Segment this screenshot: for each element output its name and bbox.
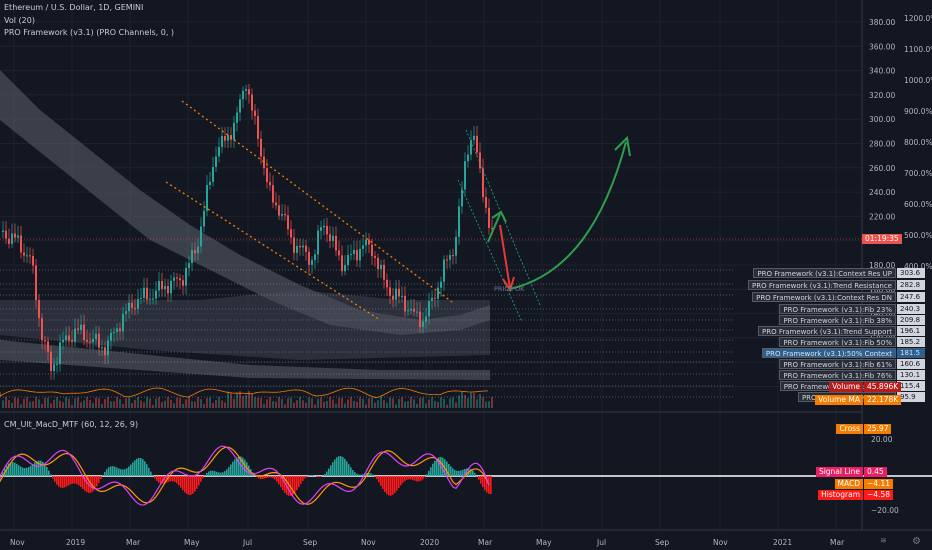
pro-tag-value: 185.2 — [897, 337, 925, 347]
time-tick-label: Jul — [243, 538, 253, 547]
pro-tag-label: PRO Framework (v3.1):Fib 61% — [779, 359, 896, 369]
price-tick-label: 360.00 — [869, 42, 895, 51]
price-tick-label: 140.00 — [869, 310, 895, 319]
time-tick-label: May — [536, 538, 552, 547]
pro-tag-value: 115.4 — [897, 381, 925, 391]
price-tick-label: 180.00 — [869, 261, 895, 270]
price-tick-label: 340.00 — [869, 67, 895, 76]
percent-tick-label: 400.0% — [904, 262, 932, 271]
green-arrow-large — [509, 141, 627, 290]
time-tick-label: Sep — [655, 538, 670, 547]
pro-tag-label: PRO Framework (v3.1):Context Res UP — [753, 268, 896, 278]
time-tick-label: 2021 — [773, 538, 793, 547]
symbol-title[interactable]: Ethereum / U.S. Dollar, 1D, GEMINI — [4, 3, 144, 12]
time-tick-label: Nov — [361, 538, 376, 547]
red-arrow — [499, 224, 511, 289]
percent-tick-label: 1100.0% — [904, 45, 932, 54]
macd-tag-label: Signal Line — [815, 467, 863, 477]
percent-tick-label: 500.0% — [904, 231, 932, 240]
time-tick-label: Mar — [830, 538, 845, 547]
pro-tag-value: 130.1 — [897, 370, 925, 380]
macd-tag-label: Cross — [836, 424, 863, 434]
volume-tag-value: 22.178K — [864, 395, 902, 405]
pro-tag-value: 95.9 — [897, 392, 925, 402]
price-tick-label: 260.00 — [869, 164, 895, 173]
percent-tick-label: 1000.0% — [904, 76, 932, 85]
price-tick-label: 240.00 — [869, 188, 895, 197]
pro-tag-value: 181.5 — [897, 348, 925, 358]
price-note: PRICE OK — [494, 285, 525, 293]
time-tick-label: Sep — [303, 538, 318, 547]
green-arrow-large-head — [614, 135, 631, 157]
volume-tag-value: 45.896K — [864, 382, 902, 392]
macd-legend[interactable]: CM_Ult_MacD_MTF (60, 12, 26, 9) — [4, 420, 139, 429]
percent-tick-label: 900.0% — [904, 107, 932, 116]
pro-tag-label: PRO Framework (v3.1):Fib 23% — [779, 304, 896, 314]
gear-icon[interactable]: ⚙ — [912, 536, 921, 547]
pro-framework-legend[interactable]: PRO Framework (v3.1) (PRO Channels, 0, ) — [4, 28, 175, 37]
percent-tick-label: 800.0% — [904, 138, 932, 147]
time-tick-label: Mar — [478, 538, 493, 547]
pro-tag-value: 282.8 — [897, 280, 925, 290]
tradingview-logo-icon: ≋ — [880, 536, 887, 545]
pro-tag-label: PRO Framework (v3.1):Fib 38% — [779, 315, 896, 325]
chart-grid — [0, 0, 862, 530]
percent-axis[interactable]: 1200.0% 1100.0% 1000.0% 900.0% 800.0% 700.0% 6… — [904, 14, 932, 271]
red-arrow-head — [502, 276, 515, 293]
price-tick-label: 300.00 — [869, 115, 895, 124]
macd-tick-label: 20.00 — [871, 435, 893, 444]
pro-tag-label: PRO Framework (v3.1):Fib 76% — [779, 370, 896, 380]
macd-tag-label: MACD — [834, 479, 863, 489]
price-tick-label: 320.00 — [869, 91, 895, 100]
pro-tag-value: 240.3 — [897, 304, 925, 314]
time-tick-label: Jul — [597, 538, 607, 547]
time-tick-label: Nov — [713, 538, 728, 547]
macd-tag-value: −4.11 — [864, 479, 893, 489]
pro-tag-value: 160.6 — [897, 359, 925, 369]
pro-tag-label: PRO Framework (v3.1):Trend Support — [758, 326, 896, 336]
volume-tag-label: Volume MA — [815, 395, 863, 405]
pro-channel-bands — [0, 70, 490, 380]
time-tick-label: 2019 — [66, 538, 86, 547]
time-tick-label: May — [184, 538, 200, 547]
pro-tag-label: PRO Framework (v3.1):Fib 50% — [779, 337, 896, 347]
price-tick-label: 220.00 — [869, 212, 895, 221]
fib-lines — [0, 269, 735, 398]
time-tick-label: Nov — [10, 538, 25, 547]
macd-tag-label: Histogram — [818, 490, 863, 500]
volume-tag-label: Volume — [829, 382, 863, 392]
pro-tag-value: 247.6 — [897, 292, 925, 302]
percent-tick-label: 700.0% — [904, 169, 932, 178]
pro-tag-value: 209.8 — [897, 315, 925, 325]
pro-tag-value: 196.1 — [897, 326, 925, 336]
macd-tick-label: −20.00 — [871, 506, 899, 515]
price-tick-label: 280.00 — [869, 140, 895, 149]
green-arrow-small — [487, 213, 501, 243]
volume-legend[interactable]: Vol (20) — [4, 16, 35, 25]
macd-tag-value: −4.58 — [864, 490, 893, 500]
time-tick-label: Mar — [126, 538, 141, 547]
macd-indicator — [0, 445, 932, 506]
percent-tick-label: 1200.0% — [904, 14, 932, 23]
price-tick-label: 380.00 — [869, 18, 895, 27]
green-arrow-small-head — [491, 210, 507, 223]
pro-tag-label: PRO Framework (v3.1):Context Res DN — [752, 292, 896, 302]
countdown-badge: 01:19:35 — [862, 234, 902, 244]
pro-tag-value: 303.6 — [897, 268, 925, 278]
drawings — [0, 100, 862, 323]
macd-tag-value: 0.45 — [864, 467, 887, 477]
time-tick-label: 2020 — [420, 538, 440, 547]
candlesticks — [2, 84, 493, 380]
projection-line — [457, 179, 523, 323]
volume-bars — [0, 387, 493, 408]
trendline-upper — [181, 100, 453, 303]
pro-tag-label: PRO Framework (v3.1):50% Context — [761, 348, 896, 358]
pro-tag-label: PRO Framework (v3.1):Trend Resistance — [748, 280, 896, 290]
macd-tag-value: 25.97 — [864, 424, 892, 434]
percent-tick-label: 600.0% — [904, 200, 932, 209]
